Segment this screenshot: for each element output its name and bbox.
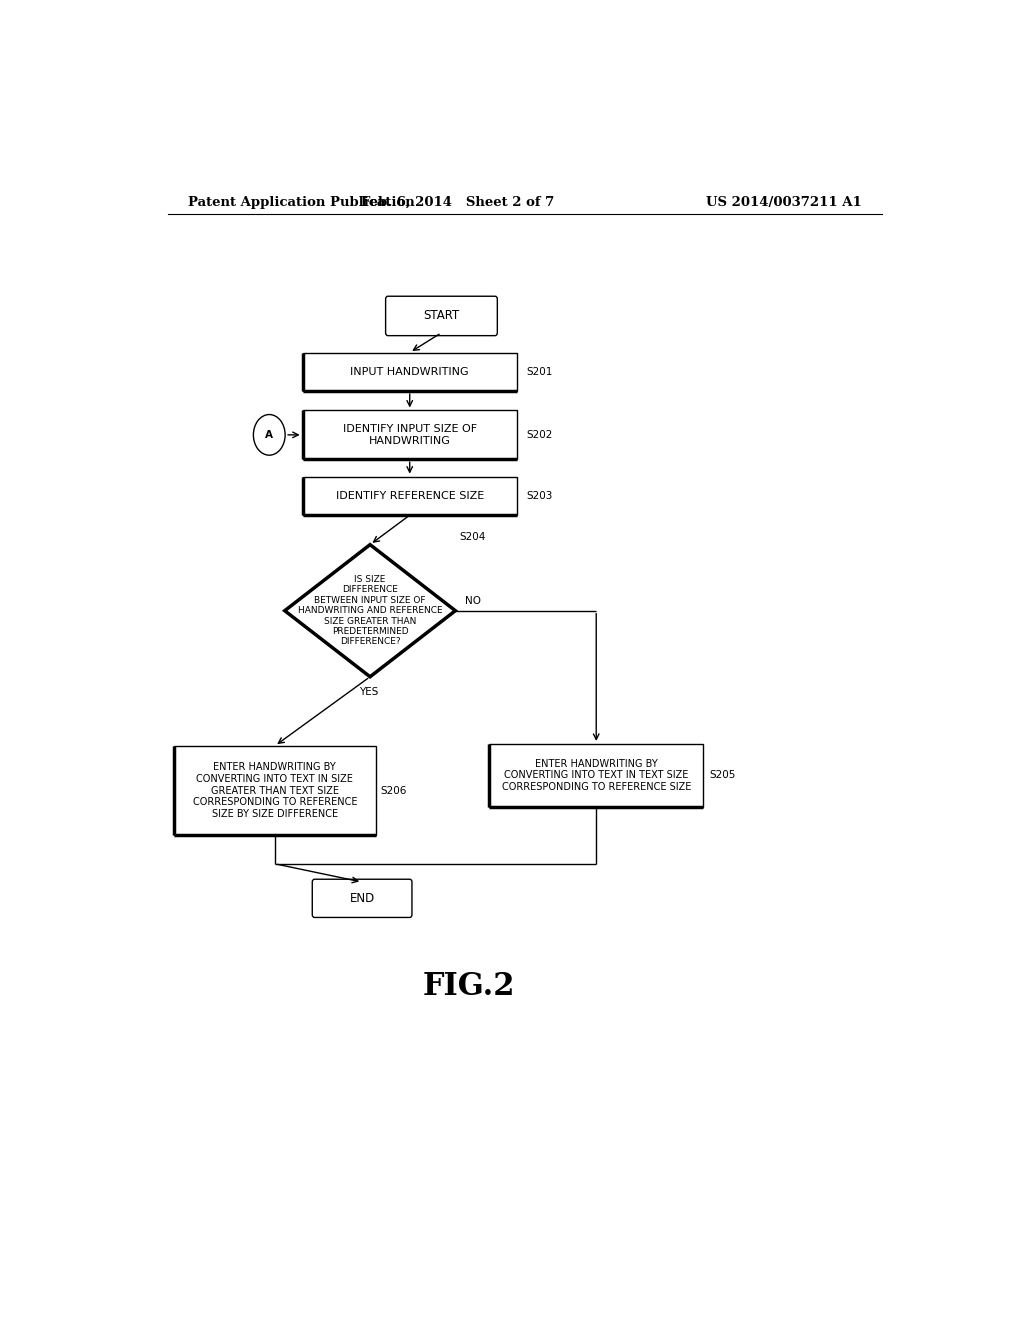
Text: YES: YES: [358, 686, 378, 697]
Text: S206: S206: [380, 785, 407, 796]
Text: S204: S204: [460, 532, 485, 541]
Text: Patent Application Publication: Patent Application Publication: [187, 195, 415, 209]
Text: US 2014/0037211 A1: US 2014/0037211 A1: [707, 195, 862, 209]
Text: S203: S203: [526, 491, 553, 500]
Text: INPUT HANDWRITING: INPUT HANDWRITING: [350, 367, 469, 376]
Text: NO: NO: [465, 595, 481, 606]
Text: IDENTIFY REFERENCE SIZE: IDENTIFY REFERENCE SIZE: [336, 491, 484, 500]
Text: ENTER HANDWRITING BY
CONVERTING INTO TEXT IN TEXT SIZE
CORRESPONDING TO REFERENC: ENTER HANDWRITING BY CONVERTING INTO TEX…: [502, 759, 691, 792]
Text: Feb. 6, 2014   Sheet 2 of 7: Feb. 6, 2014 Sheet 2 of 7: [360, 195, 554, 209]
Text: END: END: [349, 892, 375, 904]
Bar: [303, 477, 517, 515]
Text: S205: S205: [710, 771, 736, 780]
Text: S202: S202: [526, 430, 553, 440]
Text: ENTER HANDWRITING BY
CONVERTING INTO TEXT IN SIZE
GREATER THAN TEXT SIZE
CORRESP: ENTER HANDWRITING BY CONVERTING INTO TEX…: [193, 763, 357, 818]
FancyBboxPatch shape: [386, 296, 498, 335]
Circle shape: [253, 414, 285, 455]
Bar: [303, 352, 517, 391]
Text: START: START: [423, 309, 460, 322]
Text: IDENTIFY INPUT SIZE OF
HANDWRITING: IDENTIFY INPUT SIZE OF HANDWRITING: [343, 424, 477, 446]
Text: A: A: [265, 430, 273, 440]
Text: FIG.2: FIG.2: [423, 972, 515, 1002]
Bar: [303, 411, 517, 459]
Bar: [489, 744, 703, 807]
Text: S201: S201: [526, 367, 553, 376]
Text: IS SIZE
DIFFERENCE
BETWEEN INPUT SIZE OF
HANDWRITING AND REFERENCE
SIZE GREATER : IS SIZE DIFFERENCE BETWEEN INPUT SIZE OF…: [298, 576, 442, 647]
Bar: [174, 746, 376, 836]
FancyBboxPatch shape: [312, 879, 412, 917]
Polygon shape: [285, 545, 456, 677]
